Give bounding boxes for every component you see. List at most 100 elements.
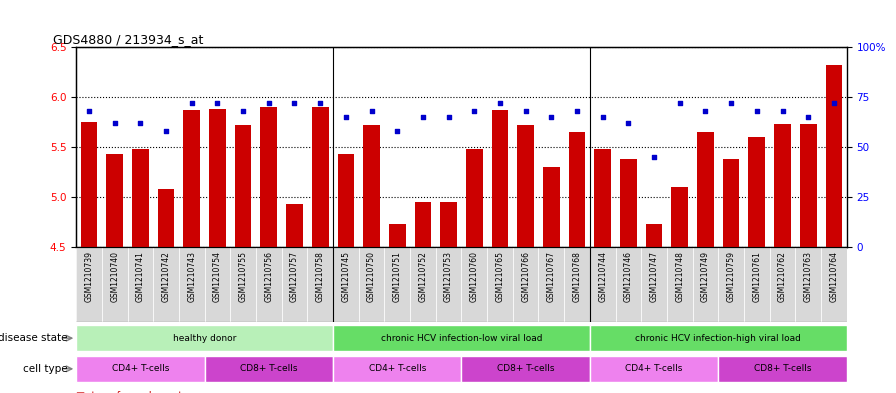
Text: GSM1210754: GSM1210754 [213,251,222,302]
Text: GSM1210758: GSM1210758 [315,251,324,302]
Bar [230,247,256,322]
Point [365,108,379,114]
Bar [642,247,667,322]
Bar [358,247,384,322]
Bar [76,325,333,351]
Point [262,100,276,107]
Text: GSM1210759: GSM1210759 [727,251,736,302]
Bar [102,247,127,322]
Text: GSM1210763: GSM1210763 [804,251,813,302]
Bar [590,247,616,322]
Point [467,108,481,114]
Text: GSM1210755: GSM1210755 [238,251,247,302]
Point [108,120,122,126]
Text: GSM1210741: GSM1210741 [136,251,145,302]
Bar [594,149,611,247]
Bar [492,110,508,247]
Bar [127,247,153,322]
Point [390,128,404,134]
Bar [158,189,175,247]
Text: GSM1210760: GSM1210760 [470,251,478,302]
Bar [256,247,281,322]
Bar [513,247,538,322]
Point [339,114,353,120]
Bar [184,110,200,247]
Bar [719,356,847,382]
Text: disease state: disease state [0,333,67,343]
Bar [179,247,204,322]
Bar [333,325,590,351]
Point [801,114,815,120]
Bar [723,159,739,247]
Point [288,100,302,107]
Text: GSM1210752: GSM1210752 [418,251,427,302]
Point [82,108,96,114]
Point [621,120,635,126]
Bar [646,224,662,247]
Text: CD8+ T-cells: CD8+ T-cells [754,364,811,373]
Bar [235,125,252,247]
Bar [620,159,637,247]
Bar [132,149,149,247]
Text: ■  transformed count: ■ transformed count [76,391,183,393]
Point [775,108,789,114]
Text: GSM1210739: GSM1210739 [84,251,93,302]
Point [493,100,507,107]
Text: GSM1210756: GSM1210756 [264,251,273,302]
Bar [770,247,796,322]
Bar [616,247,642,322]
Point [519,108,533,114]
Bar [153,247,179,322]
Point [647,154,661,160]
Point [442,114,456,120]
Text: GSM1210764: GSM1210764 [830,251,839,302]
Bar [590,325,847,351]
Bar [821,247,847,322]
Bar [333,247,358,322]
Point [185,100,199,107]
Bar [209,109,226,247]
Point [134,120,148,126]
Bar [107,154,123,247]
Bar [461,247,487,322]
Bar [697,132,714,247]
Bar [286,204,303,247]
Text: GSM1210749: GSM1210749 [701,251,710,302]
Bar [569,132,585,247]
Bar [307,247,333,322]
Text: cell type: cell type [22,364,67,374]
Text: CD4+ T-cells: CD4+ T-cells [625,364,683,373]
Point [313,100,327,107]
Bar [719,247,744,322]
Text: GSM1210768: GSM1210768 [573,251,582,302]
Text: GSM1210751: GSM1210751 [392,251,401,302]
Point [211,100,225,107]
Text: GSM1210747: GSM1210747 [650,251,659,302]
Point [570,108,584,114]
Bar [487,247,513,322]
Point [544,114,558,120]
Bar [204,356,333,382]
Point [159,128,173,134]
Bar [671,187,688,247]
Point [750,108,764,114]
Bar [204,247,230,322]
Text: GSM1210753: GSM1210753 [444,251,453,302]
Bar [748,137,765,247]
Point [827,100,841,107]
Point [596,114,610,120]
Bar [796,247,821,322]
Bar [76,247,102,322]
Bar [461,356,590,382]
Text: GSM1210766: GSM1210766 [521,251,530,302]
Bar [667,247,693,322]
Bar [744,247,770,322]
Text: GSM1210765: GSM1210765 [495,251,504,302]
Bar [564,247,590,322]
Bar [774,124,791,247]
Text: GSM1210748: GSM1210748 [676,251,685,302]
Bar [81,122,98,247]
Text: GSM1210761: GSM1210761 [753,251,762,302]
Bar [76,356,204,382]
Text: GSM1210746: GSM1210746 [624,251,633,302]
